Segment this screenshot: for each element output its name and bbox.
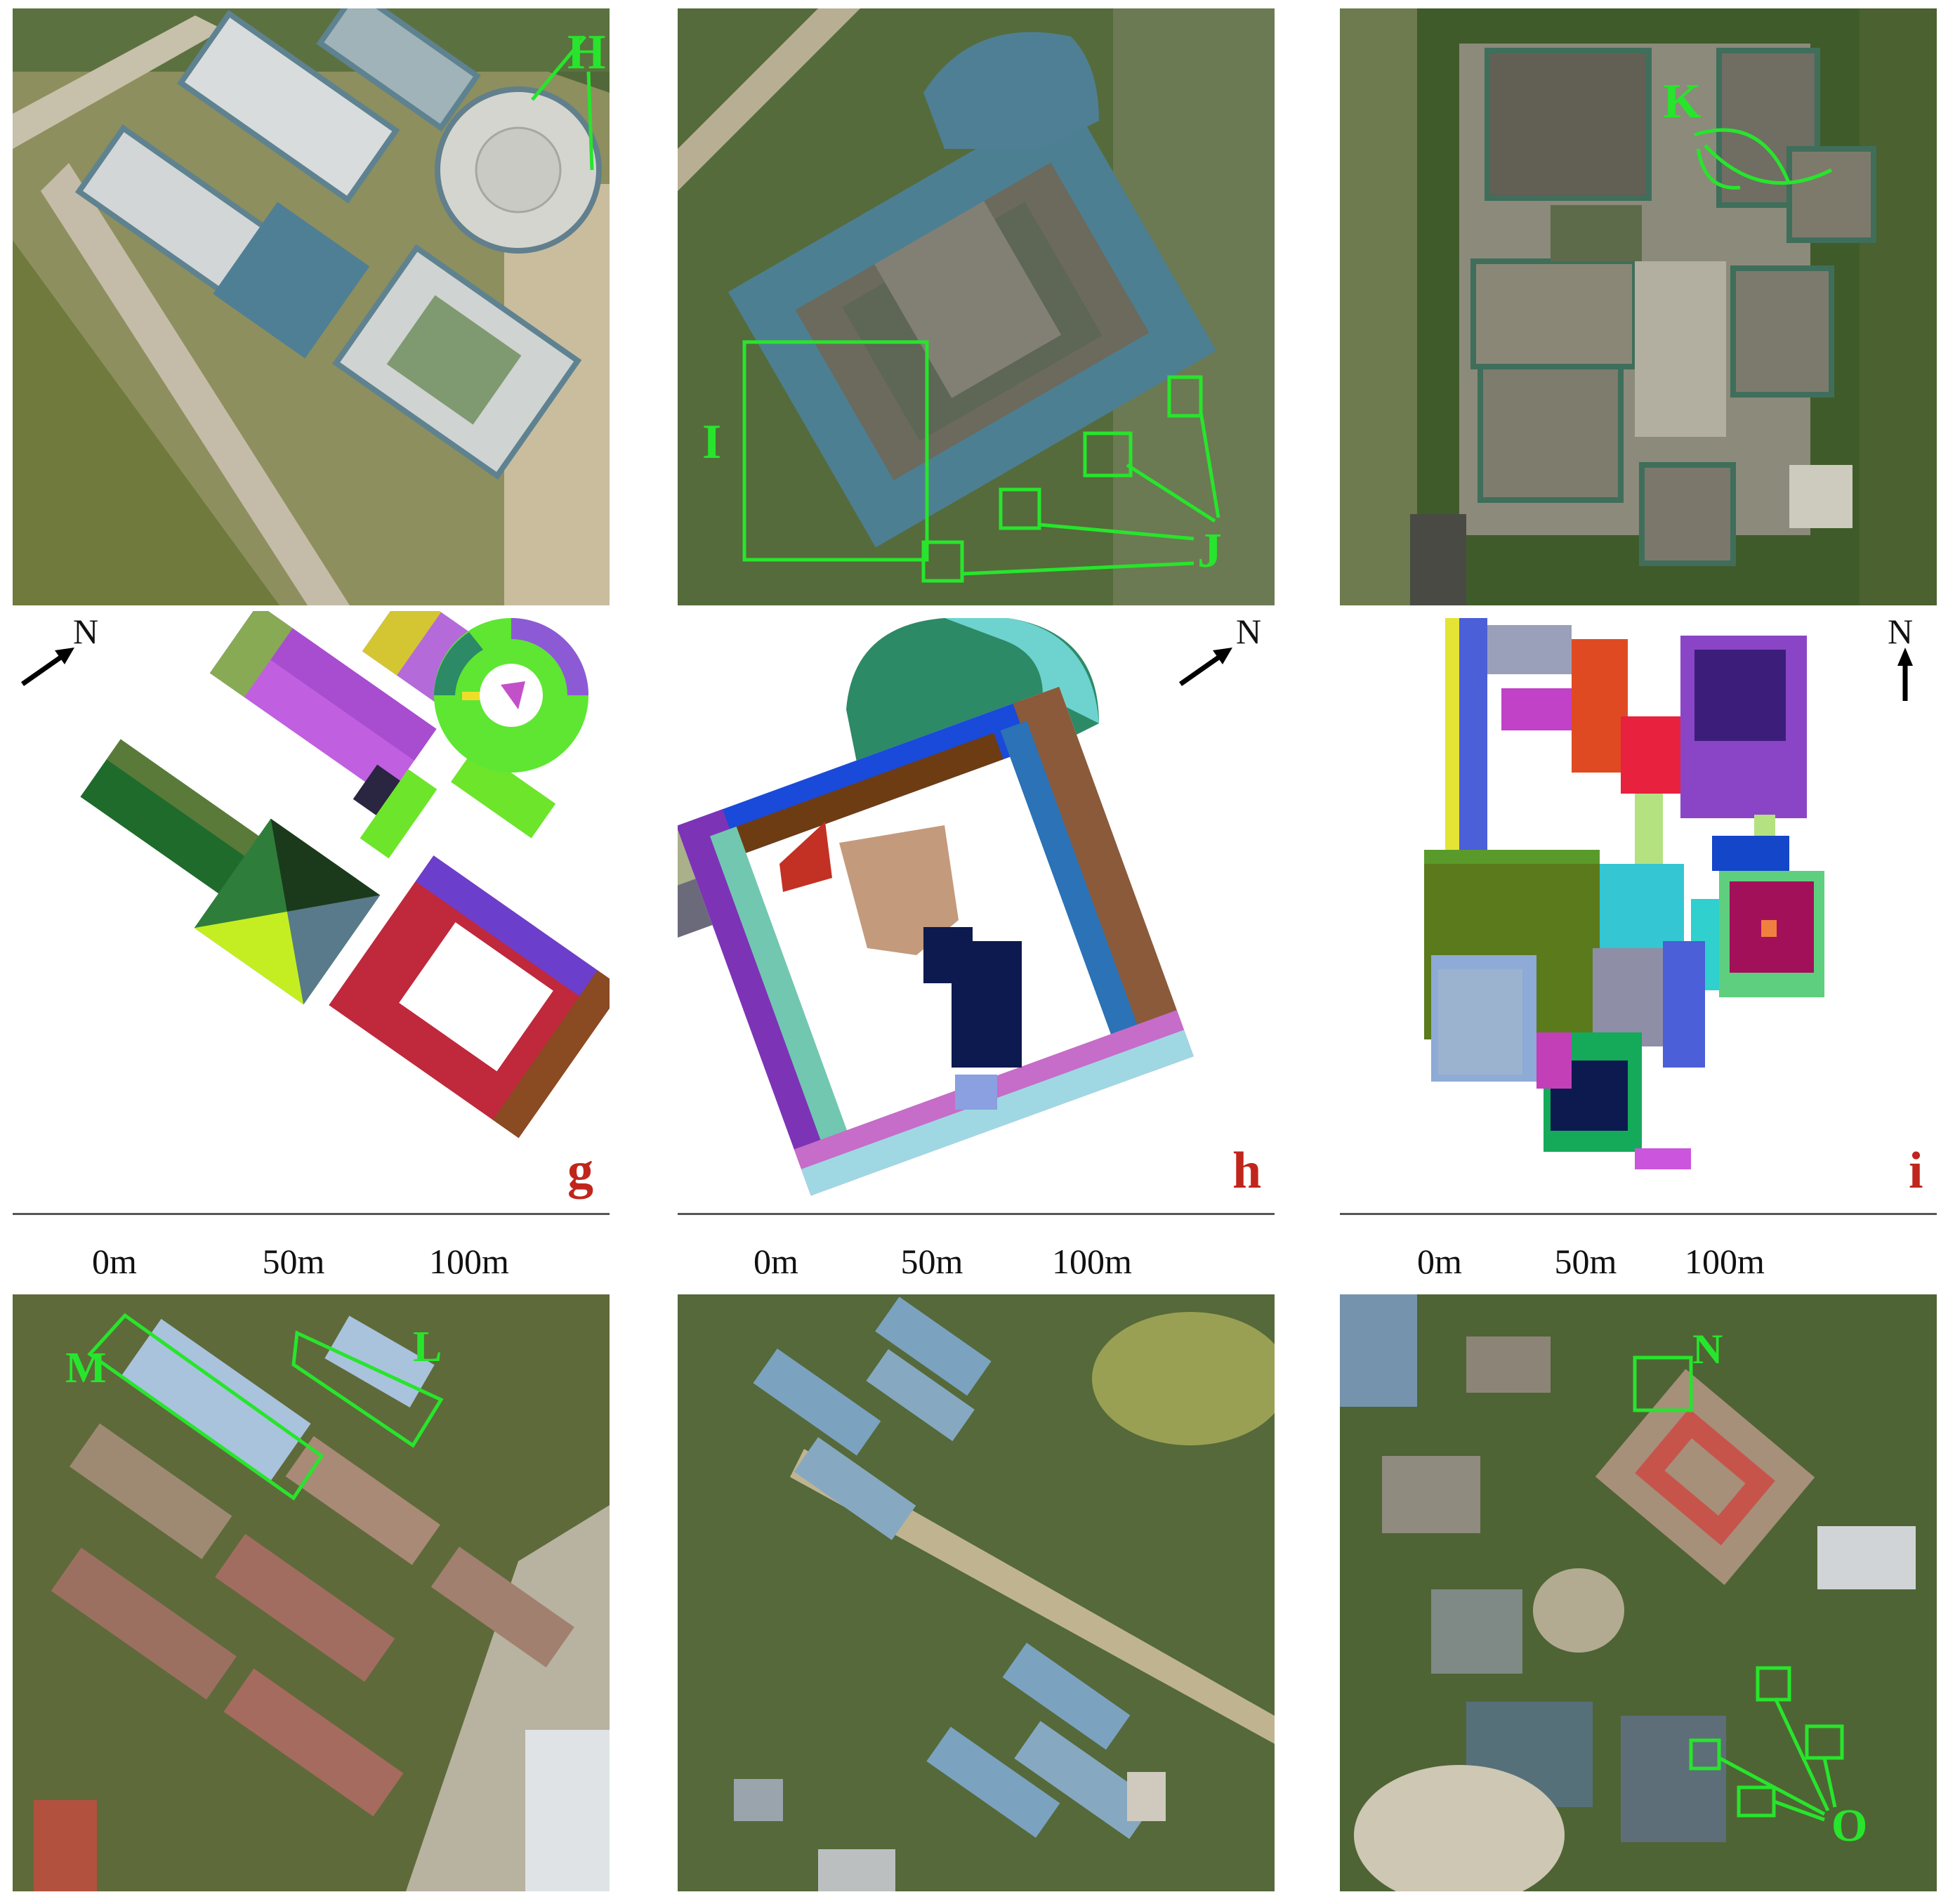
north-label-g: N — [73, 612, 99, 651]
scale-tick-100m: 100m — [1052, 1242, 1132, 1281]
scale-tick-100m: 100m — [1685, 1242, 1765, 1281]
segmentation-panel-g: N g — [13, 611, 610, 1201]
north-arrow-icon-i — [1897, 648, 1913, 701]
annotation-J: J — [1197, 524, 1222, 578]
panel-letter-g: g — [567, 1142, 593, 1200]
scale-tick-50m: 50m — [1554, 1242, 1617, 1281]
north-arrow-icon-g — [20, 648, 74, 686]
annotation-L: L — [413, 1323, 442, 1371]
segmentation-panel-h: N h — [678, 611, 1275, 1201]
scale-tick-50m: 50m — [262, 1242, 325, 1281]
scale-axis — [13, 1213, 610, 1215]
scale-tick-0m: 0m — [753, 1242, 798, 1281]
aerial-image-bottom-left: M L — [13, 1294, 610, 1891]
annotation-H: H — [567, 25, 605, 79]
scale-bar-i: 0m 50m 100m — [1340, 1213, 1937, 1281]
north-label-i: N — [1888, 612, 1914, 651]
annotation-N: N — [1692, 1326, 1723, 1372]
scale-bar-g: 0m 50m 100m — [13, 1213, 610, 1281]
north-arrow-icon-h — [1178, 648, 1232, 686]
aerial-image-top-right: K — [1340, 8, 1937, 605]
panel-letter-h: h — [1232, 1142, 1262, 1200]
aerial-image-top-left: H — [13, 8, 610, 605]
scale-axis — [678, 1213, 1275, 1215]
scale-axis — [1340, 1213, 1937, 1215]
panel-letter-i: i — [1909, 1142, 1923, 1200]
aerial-image-bottom-right: N O — [1340, 1294, 1937, 1891]
aerial-image-bottom-middle — [678, 1294, 1275, 1891]
scale-bar-h: 0m 50m 100m — [678, 1213, 1275, 1281]
segmentation-panel-i: N i — [1340, 611, 1937, 1201]
north-label-h: N — [1236, 612, 1262, 651]
scale-tick-100m: 100m — [429, 1242, 509, 1281]
scale-tick-0m: 0m — [92, 1242, 137, 1281]
scale-tick-50m: 50m — [900, 1242, 963, 1281]
annotation-K: K — [1663, 74, 1701, 129]
annotation-I: I — [702, 415, 721, 469]
annotation-O: O — [1831, 1800, 1867, 1851]
aerial-image-top-middle: I J — [678, 8, 1275, 605]
scale-tick-0m: 0m — [1417, 1242, 1462, 1281]
annotation-M: M — [65, 1344, 107, 1392]
